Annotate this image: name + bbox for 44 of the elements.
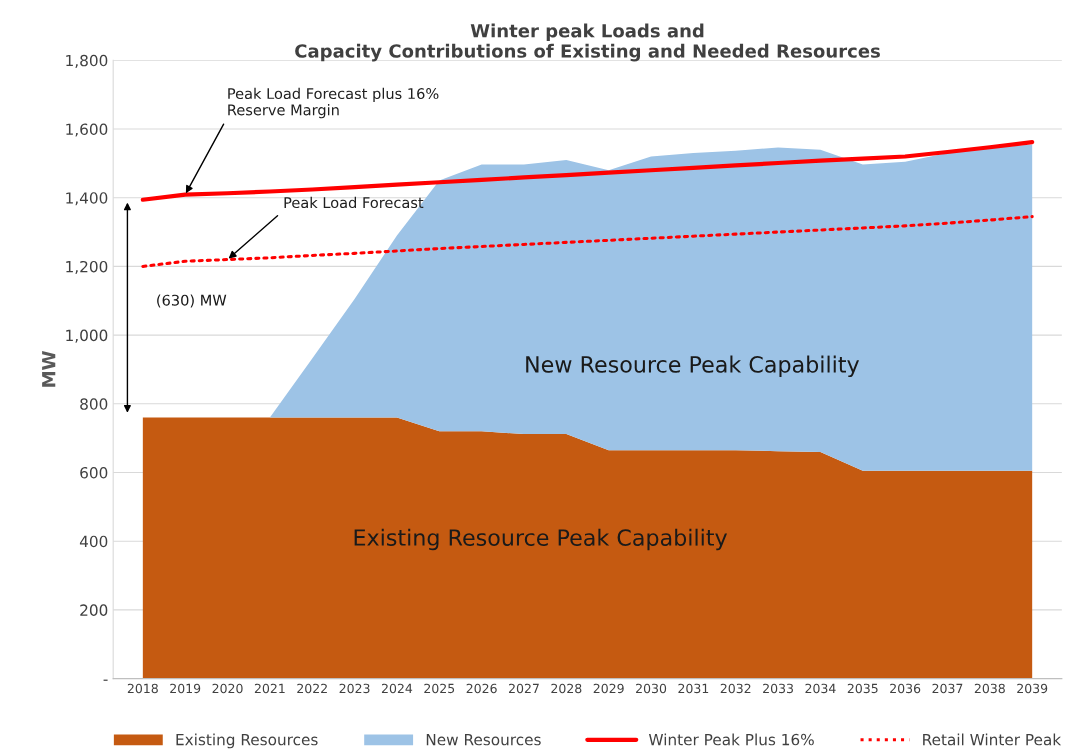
x-tick-label: 2022 bbox=[297, 683, 327, 694]
y-tick-label: 800 bbox=[80, 398, 108, 410]
annotation: New Resource Peak Capability bbox=[526, 355, 860, 378]
y-tick-label: - bbox=[103, 679, 108, 681]
annotation: Peak Load Forecast plus 16% Reserve Margin bbox=[228, 87, 439, 119]
annotation: (630) MW bbox=[157, 294, 227, 308]
x-tick-label: 2023 bbox=[339, 683, 370, 694]
x-tick-label: 2024 bbox=[381, 683, 413, 694]
legend-label: New Resources bbox=[426, 734, 541, 746]
y-tick-label: 1,200 bbox=[66, 260, 108, 274]
x-tick-label: 2035 bbox=[847, 683, 878, 694]
x-tick-label: 2039 bbox=[1017, 683, 1048, 694]
annotation: Peak Load Forecast bbox=[284, 196, 424, 209]
x-tick-label: 2030 bbox=[636, 683, 667, 694]
y-tick-label: 1,000 bbox=[66, 329, 108, 343]
x-tick-label: 2033 bbox=[763, 683, 793, 694]
x-tick-label: 2031 bbox=[678, 683, 709, 694]
x-tick-label: 2021 bbox=[254, 683, 285, 694]
x-tick-label: 2026 bbox=[466, 683, 497, 694]
y-tick-label: 1,400 bbox=[66, 192, 108, 206]
y-axis-title: MW bbox=[42, 351, 56, 387]
annotation: Existing Resource Peak Capability bbox=[354, 528, 728, 551]
legend-label: Existing Resources bbox=[176, 733, 318, 749]
y-tick-label: 1,600 bbox=[66, 123, 108, 137]
x-tick-label: 2034 bbox=[805, 683, 836, 694]
x-tick-label: 2018 bbox=[127, 683, 158, 694]
legend-label: Winter Peak Plus 16% bbox=[648, 733, 814, 746]
line-series bbox=[141, 215, 1034, 268]
y-tick-label: 200 bbox=[80, 604, 108, 616]
x-tick-label: 2037 bbox=[932, 683, 963, 694]
chart-title: Winter peak Loads and Capacity Contributions of Existing and Needed Resources bbox=[295, 23, 880, 62]
x-tick-label: 2020 bbox=[212, 683, 243, 694]
x-tick-label: 2025 bbox=[424, 683, 455, 694]
x-tick-label: 2019 bbox=[170, 683, 201, 694]
x-tick-label: 2028 bbox=[551, 683, 582, 694]
y-tick-label: 600 bbox=[80, 466, 108, 479]
x-tick-label: 2029 bbox=[593, 683, 624, 694]
y-tick-label: 1,800 bbox=[66, 54, 108, 68]
x-tick-label: 2038 bbox=[974, 683, 1005, 694]
x-tick-label: 2032 bbox=[720, 683, 751, 694]
legend-label: Retail Winter Peak bbox=[923, 733, 1062, 746]
y-tick-label: 400 bbox=[79, 535, 108, 548]
x-tick-label: 2027 bbox=[508, 683, 539, 694]
x-tick-label: 2036 bbox=[890, 683, 921, 694]
